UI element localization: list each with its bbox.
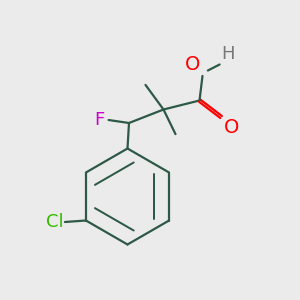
Text: O: O [224, 118, 239, 137]
Text: H: H [221, 45, 235, 63]
Text: F: F [95, 111, 105, 129]
Text: Cl: Cl [46, 213, 63, 231]
Text: O: O [185, 56, 200, 74]
